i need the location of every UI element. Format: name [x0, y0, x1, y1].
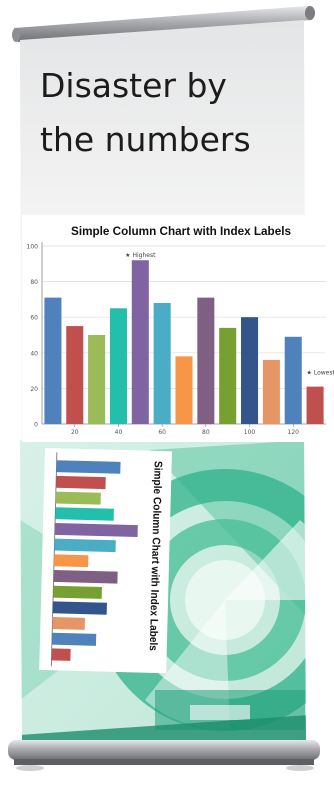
headline-line-1: Disaster by — [40, 66, 227, 105]
column-bar — [197, 297, 215, 424]
column-chart-y-axis: 0 20 40 60 80 100 — [27, 242, 43, 429]
x-tick-label: 120 — [288, 429, 300, 436]
column-bar — [109, 308, 127, 424]
index-label: ★ Lowest — [307, 370, 334, 377]
column-bar — [219, 327, 237, 424]
horizontal-bar — [51, 648, 71, 661]
column-bar — [306, 386, 324, 424]
rotated-chart-bars — [51, 460, 138, 661]
y-tick-label: 40 — [30, 350, 38, 357]
headline-line-2: the numbers — [40, 120, 251, 159]
x-tick-label: 20 — [71, 429, 79, 436]
column-bar — [284, 336, 302, 424]
column-bar — [175, 356, 193, 424]
horizontal-bar — [51, 632, 97, 646]
bottom-base — [8, 740, 320, 771]
horizontal-bar — [55, 491, 101, 505]
y-tick-label: 80 — [30, 279, 38, 286]
y-tick-label: 60 — [30, 315, 38, 322]
horizontal-bar — [55, 507, 114, 521]
column-bar — [153, 302, 171, 424]
horizontal-bar — [52, 601, 107, 615]
column-bar — [241, 317, 259, 424]
y-tick-label: 100 — [27, 244, 39, 251]
column-chart: Simple Column Chart with Index Labels 0 2… — [22, 215, 334, 442]
column-bar — [131, 260, 149, 424]
column-bar — [262, 359, 280, 424]
index-label: ★ Highest — [125, 252, 156, 259]
horizontal-bar — [53, 585, 102, 599]
horizontal-bar — [54, 522, 138, 538]
horizontal-bar — [56, 460, 121, 474]
horizontal-bar — [53, 570, 118, 584]
rotated-chart-card — [39, 448, 172, 674]
y-tick-label: 20 — [30, 386, 38, 393]
column-chart-title: Simple Column Chart with Index Labels — [71, 224, 291, 238]
column-bar — [66, 326, 84, 424]
column-chart-index-labels: ★ Highest ★ Lowest — [125, 252, 334, 376]
x-tick-label: 40 — [115, 429, 123, 436]
column-bar — [44, 297, 62, 424]
horizontal-bar — [54, 538, 116, 553]
top-rail — [12, 6, 315, 42]
horizontal-bar — [53, 554, 89, 568]
column-chart-bars — [44, 260, 324, 424]
column-bar — [88, 335, 106, 424]
x-tick-label: 100 — [244, 429, 256, 436]
rotated-bar-chart: Simple Column Chart with Index Labels — [39, 448, 172, 674]
x-tick-label: 60 — [158, 429, 166, 436]
x-tick-label: 80 — [202, 429, 210, 436]
horizontal-bar — [55, 475, 106, 490]
horizontal-bar — [52, 617, 85, 630]
rotated-chart-title: Simple Column Chart with Index Labels — [147, 461, 164, 651]
y-tick-label: 0 — [34, 422, 38, 429]
